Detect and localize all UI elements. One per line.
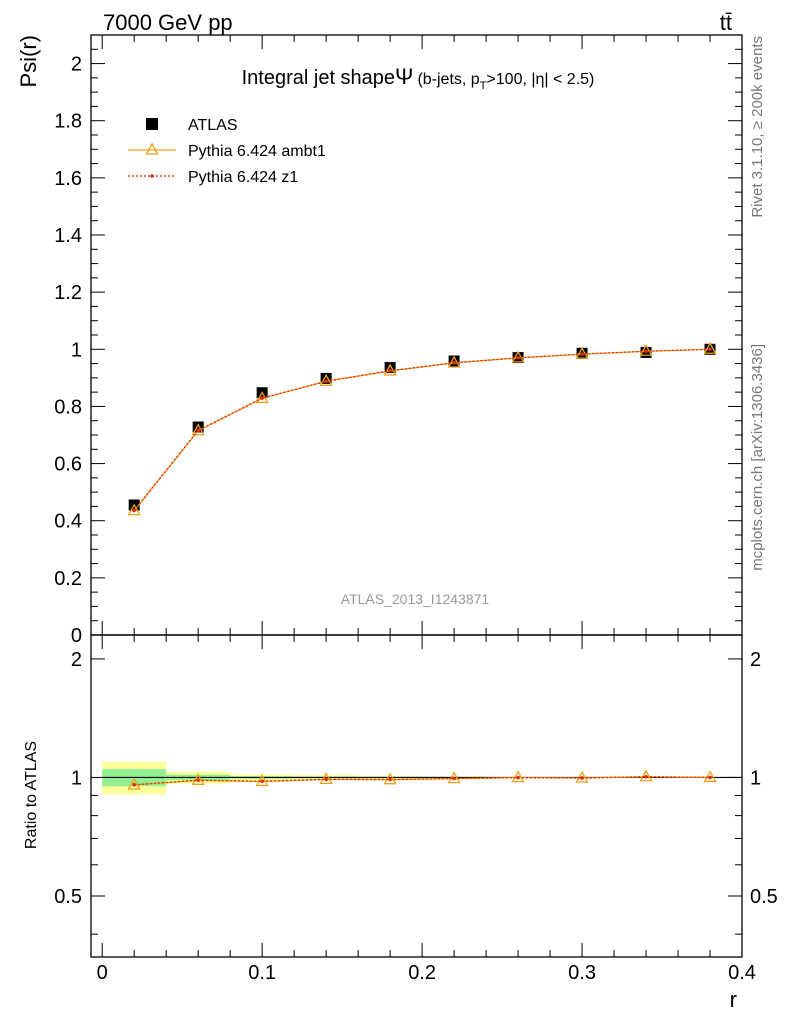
ratio-ylabel: Ratio to ATLAS <box>23 741 40 849</box>
x-axis-title: r <box>730 987 737 1012</box>
z1-point <box>516 356 520 360</box>
ambt1-point <box>255 774 269 787</box>
ambt1-point <box>319 771 333 784</box>
y-tick-label: 1.6 <box>54 168 82 190</box>
z1-point <box>260 396 264 400</box>
ambt1-point <box>511 350 525 363</box>
z1-point <box>644 349 648 354</box>
process-label: tt̄ <box>720 10 732 35</box>
atlas-data-point <box>320 372 332 384</box>
y-tick-label: 0.2 <box>54 568 82 590</box>
ratio-y-tick-label: 2 <box>71 649 82 671</box>
ratio-y-tick-label: 1 <box>71 767 82 789</box>
ambt1-point <box>575 346 589 359</box>
z1-point <box>132 508 136 513</box>
x-tick-label: 0.1 <box>248 962 276 984</box>
main-line-pythia-6-424-z1 <box>133 348 711 511</box>
legend: ATLAS Pythia 6.424 ambt1 Pythia 6.424 z1 <box>128 117 326 186</box>
main-line-pythia-6-424-ambt1 <box>133 348 711 512</box>
y-tick-label: 0.6 <box>54 454 82 476</box>
ambt1-point <box>319 373 333 386</box>
z1-point <box>644 774 648 779</box>
ambt1-point <box>383 363 397 376</box>
main-plot-area: 0 0.2 0.4 0.6 0.8 1 1.2 1.4 1.6 1.8 2 <box>54 34 743 647</box>
ambt1-point <box>703 770 717 783</box>
z1-point <box>260 779 264 784</box>
ambt1-point <box>703 341 717 354</box>
z1-point <box>388 777 392 782</box>
z1-point <box>324 777 328 782</box>
ratio-y-tick-label-right: 2 <box>750 649 761 671</box>
legend-marker-atlas <box>146 118 158 130</box>
ambt1-point <box>447 771 461 784</box>
atlas-data-point <box>192 421 204 433</box>
legend-entry-label: Pythia 6.424 ambt1 <box>188 143 326 160</box>
ambt1-point <box>383 772 397 785</box>
ratio-line-pythia-6-424-z1 <box>134 776 711 786</box>
y-tick-label: 1.2 <box>54 282 82 304</box>
ambt1-point <box>639 769 653 782</box>
z1-point <box>708 775 712 780</box>
legend-entry-label: Pythia 6.424 z1 <box>188 169 298 186</box>
energy-label: 7000 GeV pp <box>103 10 233 35</box>
ratio-y-tick-label-right: 1 <box>750 767 761 789</box>
main-ylabel: Psi(r) <box>16 35 41 88</box>
y-tick-label: 0.4 <box>54 511 82 533</box>
y-tick-label: 2 <box>71 54 82 76</box>
x-tick-label: 0 <box>97 962 108 984</box>
atlas-data-point <box>384 362 396 374</box>
ambt1-point <box>127 503 141 516</box>
z1-point <box>452 360 456 365</box>
analysis-watermark: ATLAS_2013_I1243871 <box>341 591 490 607</box>
rivet-label: Rivet 3.1.10, ≥ 200k events <box>749 36 766 218</box>
z1-point <box>196 428 200 433</box>
z1-point <box>324 379 328 384</box>
y-tick-label: 0.8 <box>54 396 82 418</box>
z1-point <box>580 776 584 780</box>
ambt1-point <box>639 343 653 356</box>
x-tick-label: 0.4 <box>728 962 756 984</box>
x-tick-label: 0.3 <box>568 962 596 984</box>
ratio-plot-area: 0 0.1 0.2 0.3 0.4 0.5 0.5 1 1 2 2 <box>54 634 778 984</box>
z1-point <box>516 775 520 780</box>
ratio-frame <box>90 634 743 958</box>
y-tick-label: 1 <box>71 339 82 361</box>
z1-point <box>708 347 712 352</box>
plot-title: Integral jet shapeΨ (b-jets, pT>100, |η| … <box>242 64 595 92</box>
z1-point <box>580 352 584 356</box>
y-tick-label: 0 <box>71 625 82 647</box>
y-tick-label: 1.4 <box>54 225 82 247</box>
ambt1-point <box>191 773 205 786</box>
ambt1-point <box>127 777 141 790</box>
legend-entry-label: ATLAS <box>188 117 238 134</box>
ambt1-point <box>575 770 589 783</box>
legend-marker-ambt1 <box>145 142 159 155</box>
x-tick-label: 0.2 <box>408 962 436 984</box>
z1-point <box>388 368 392 373</box>
z1-point <box>452 776 456 781</box>
z1-point <box>132 782 136 787</box>
ambt1-point <box>511 770 525 783</box>
mcplots-label: mcplots.cern.ch [arXiv:1306.3436] <box>749 344 766 571</box>
y-tick-label: 1.8 <box>54 111 82 133</box>
z1-point <box>196 778 200 783</box>
legend-marker-z1 <box>150 174 154 178</box>
ratio-y-tick-label-right: 0.5 <box>750 886 778 908</box>
ratio-y-tick-label: 0.5 <box>54 886 82 908</box>
